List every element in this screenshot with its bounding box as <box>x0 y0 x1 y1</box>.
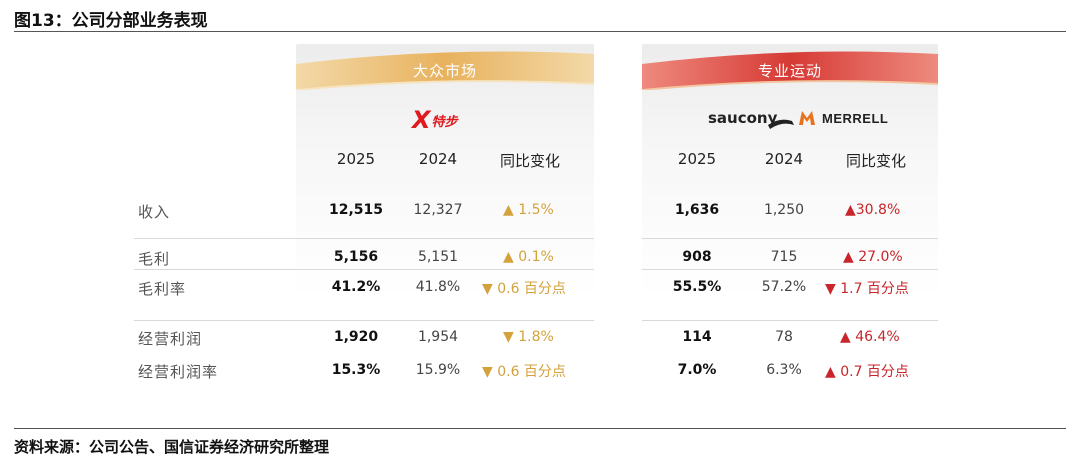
mass-market-banner-label: 大众市场 <box>412 61 477 80</box>
pro-gross-margin-2025: 55.5% <box>672 279 722 295</box>
mass-gross-margin-2024: 41.8% <box>415 279 461 295</box>
mass-gross-profit-2025: 5,156 <box>333 249 379 265</box>
mass-revenue-2024: 12,327 <box>413 202 463 218</box>
xtep-logo: X 特步 <box>412 108 458 132</box>
figure-title: 图13：公司分部业务表现 <box>14 11 208 31</box>
top-rule <box>14 31 1066 32</box>
source-note: 资料来源：公司公告、国信证券经济研究所整理 <box>14 438 330 456</box>
mass-operating-profit-2025: 1,920 <box>333 329 379 345</box>
saucony-swoosh-icon <box>768 119 794 129</box>
xtep-logo-mark: X <box>412 106 431 134</box>
pro-operating-profit-2024: 78 <box>775 329 793 345</box>
mass-header-yoy: 同比变化 <box>499 152 560 170</box>
row-divider <box>642 269 938 270</box>
row-divider <box>134 320 594 321</box>
pro-operating-margin-change: ▲ 0.7 百分点 <box>825 364 909 380</box>
pro-operating-margin-2025: 7.0% <box>677 362 717 378</box>
row-divider <box>134 238 594 239</box>
merrell-m-icon <box>799 111 815 125</box>
row-label-gross-margin: 毛利率 <box>138 280 187 298</box>
pro-gross-profit-change: ▲ 27.0% <box>843 249 903 265</box>
pro-gross-profit-2024: 715 <box>770 249 798 265</box>
pro-operating-margin-2024: 6.3% <box>766 362 802 378</box>
mass-market-panel <box>296 44 594 406</box>
saucony-logo: saucony <box>708 109 794 129</box>
pro-gross-margin-change: ▼ 1.7 百分点 <box>825 281 909 297</box>
mass-market-banner: 大众市场 <box>296 50 594 90</box>
mass-gross-profit-change: ▲ 0.1% <box>503 249 554 265</box>
row-label-operating-profit: 经营利润 <box>138 330 203 348</box>
pro-gross-margin-2024: 57.2% <box>761 279 807 295</box>
mass-gross-profit-2024: 5,151 <box>417 249 459 265</box>
saucony-logo-text: saucony <box>708 109 778 127</box>
merrell-logo-text: MERRELL <box>822 110 889 126</box>
mass-header-2024: 2024 <box>418 150 458 168</box>
mass-revenue-change: ▲ 1.5% <box>503 202 554 218</box>
mass-operating-profit-2024: 1,954 <box>417 329 459 345</box>
mass-operating-profit-change: ▼ 1.8% <box>503 329 554 345</box>
professional-sports-banner-label: 专业运动 <box>757 61 822 80</box>
pro-operating-profit-change: ▲ 46.4% <box>840 329 900 345</box>
xtep-logo-word: 特步 <box>431 114 458 130</box>
pro-header-2024: 2024 <box>764 150 804 168</box>
mass-header-2025: 2025 <box>336 150 376 168</box>
pro-revenue-2025: 1,636 <box>674 202 720 218</box>
mass-operating-margin-2025: 15.3% <box>331 362 381 378</box>
professional-sports-banner: 专业运动 <box>642 50 938 90</box>
professional-sports-panel <box>642 44 938 406</box>
pro-revenue-change: ▲30.8% <box>845 202 901 218</box>
row-divider <box>642 320 938 321</box>
pro-gross-profit-2025: 908 <box>682 249 712 265</box>
merrell-logo: MERRELL <box>798 110 888 126</box>
pro-header-yoy: 同比变化 <box>845 152 906 170</box>
mass-operating-margin-2024: 15.9% <box>415 362 461 378</box>
bottom-rule <box>14 428 1066 429</box>
pro-revenue-2024: 1,250 <box>763 202 805 218</box>
mass-gross-margin-2025: 41.2% <box>331 279 381 295</box>
row-label-operating-margin: 经营利润率 <box>138 363 219 381</box>
row-divider <box>134 269 594 270</box>
mass-operating-margin-change: ▼ 0.6 百分点 <box>482 364 566 380</box>
row-divider <box>642 238 938 239</box>
mass-revenue-2025: 12,515 <box>328 202 384 218</box>
row-label-gross-profit: 毛利 <box>138 250 171 268</box>
pro-header-2025: 2025 <box>677 150 717 168</box>
mass-gross-margin-change: ▼ 0.6 百分点 <box>482 281 566 297</box>
pro-operating-profit-2025: 114 <box>682 329 712 345</box>
red-banner-ribbon <box>642 51 938 90</box>
row-label-revenue: 收入 <box>138 203 171 221</box>
gold-banner-ribbon <box>296 51 594 90</box>
